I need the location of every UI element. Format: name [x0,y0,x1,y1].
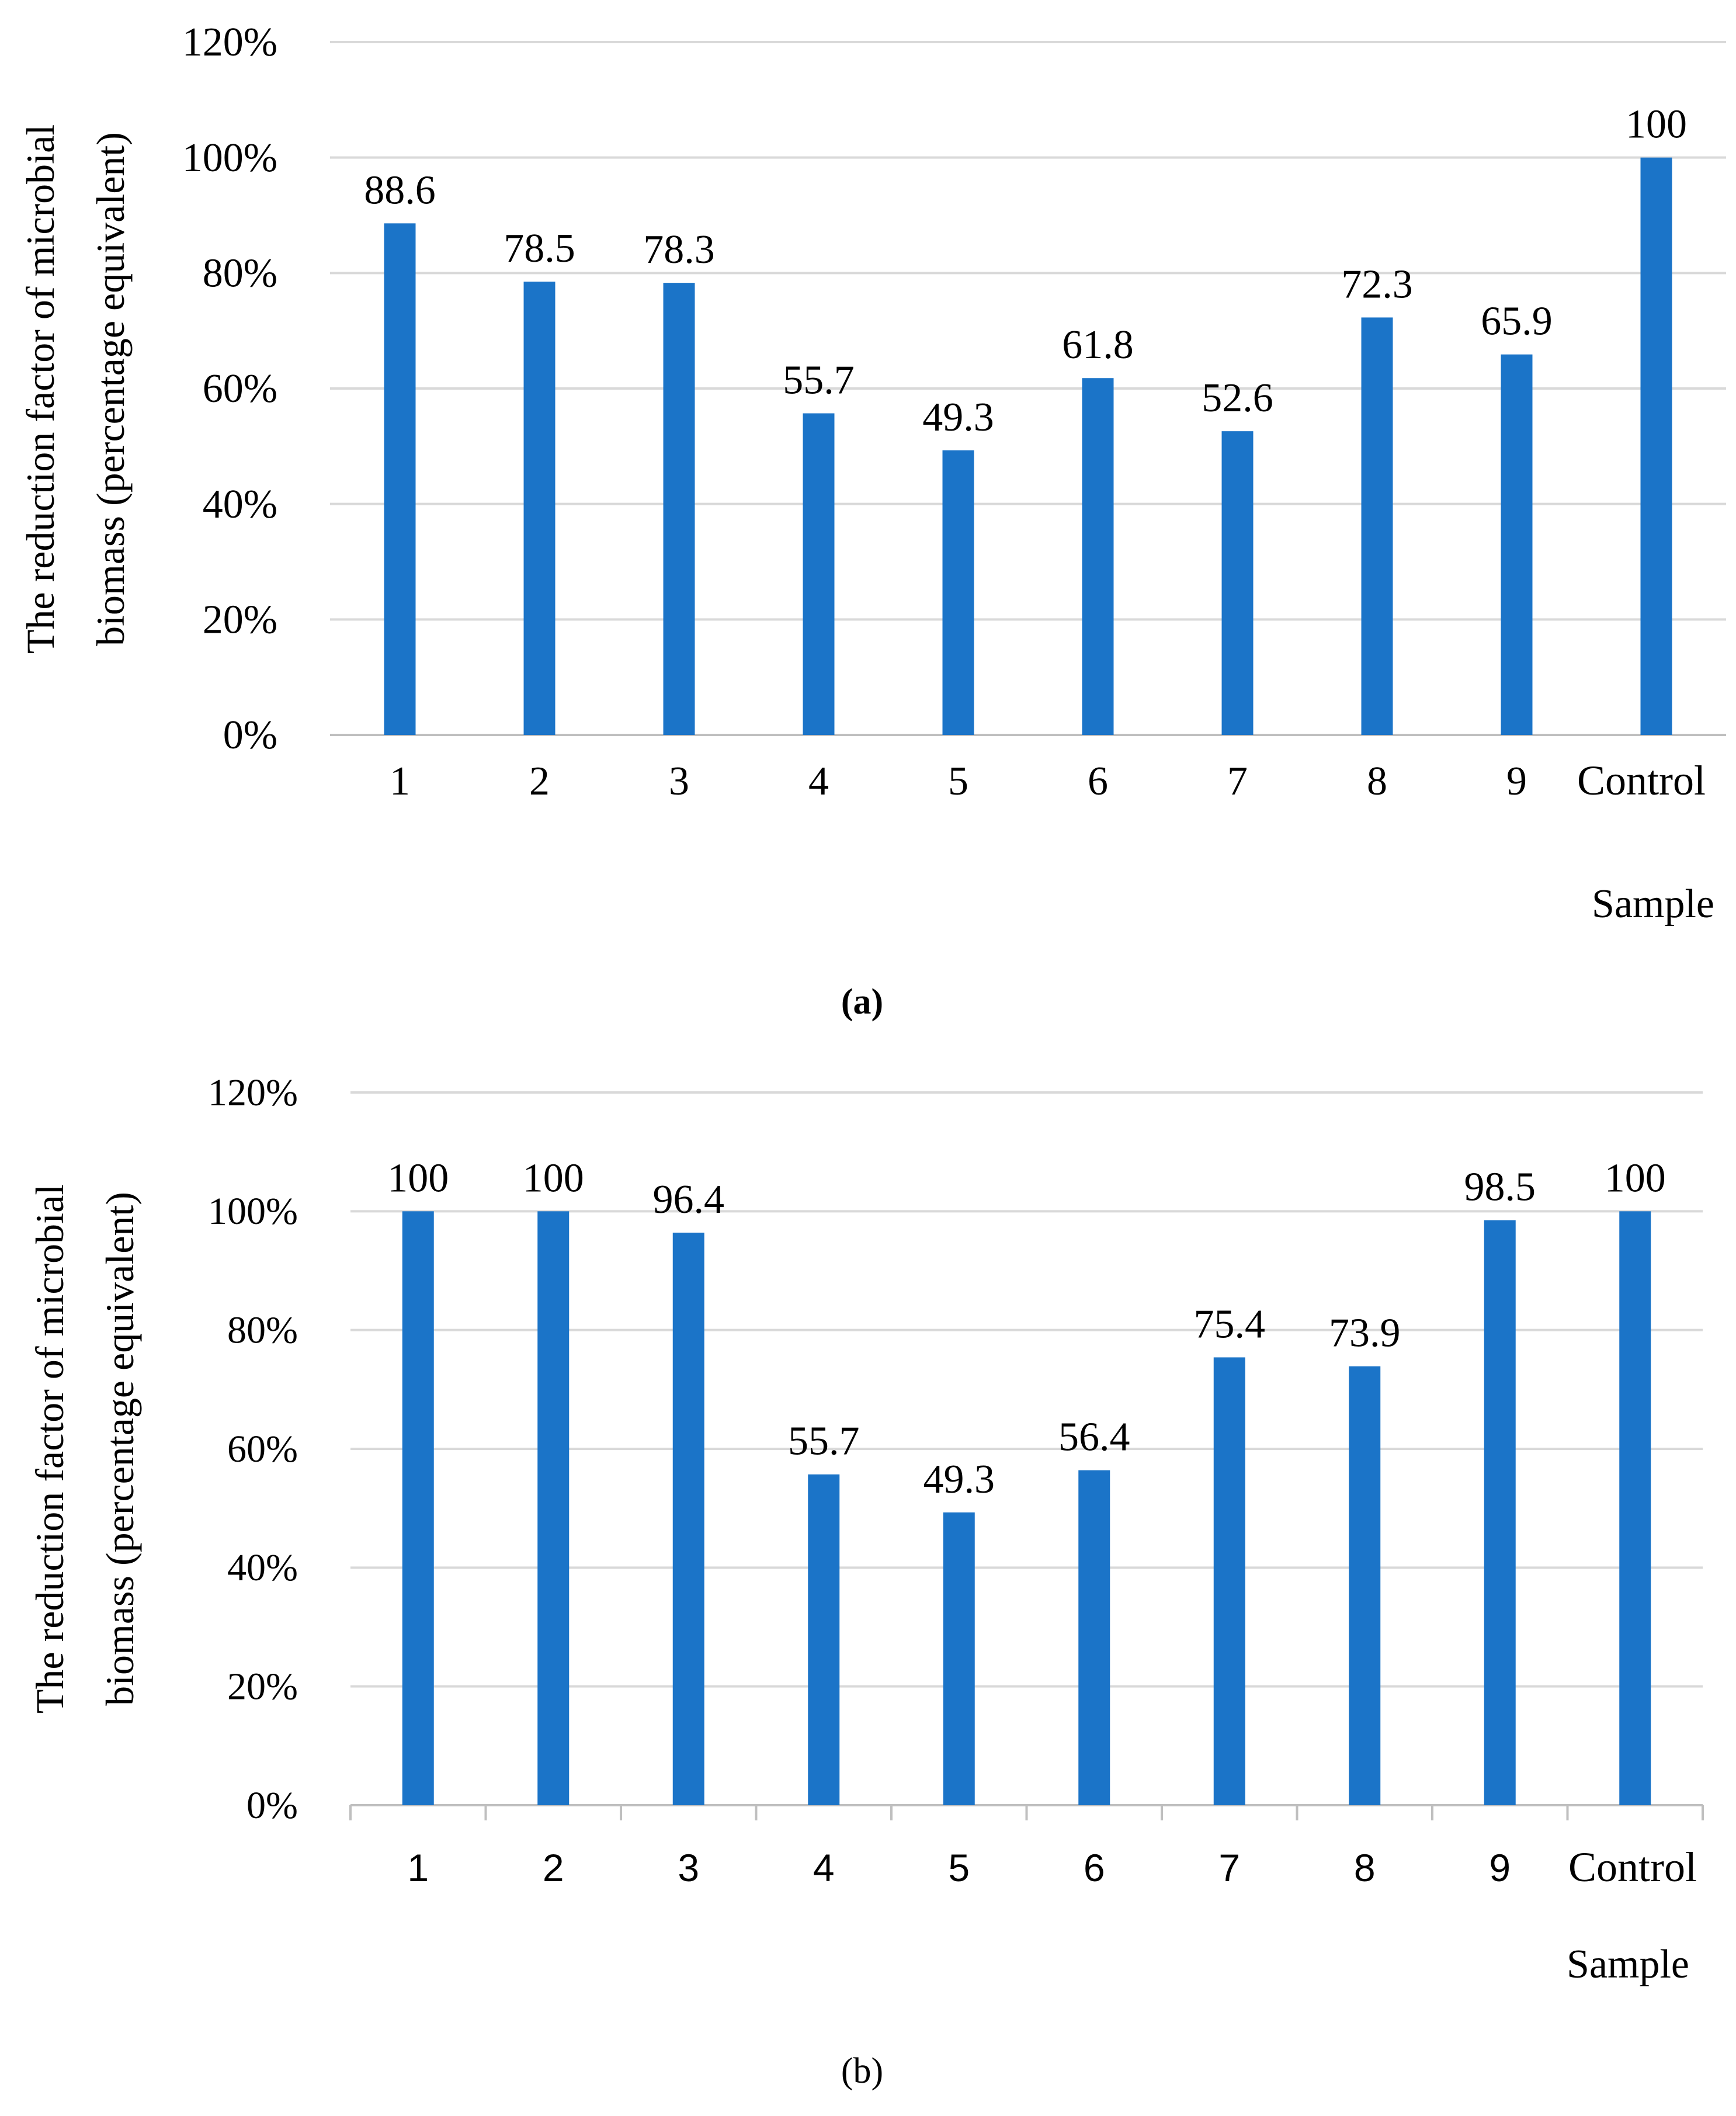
data-label: 65.9 [1481,299,1553,344]
x-tick-label: 6 [1088,759,1108,804]
data-label: 78.3 [643,227,715,272]
data-label: 73.9 [1329,1311,1401,1356]
y-tick-label: 0% [246,1784,298,1827]
data-label: 55.7 [783,358,855,403]
bar [1501,354,1533,735]
bar [1640,157,1672,736]
x-tick-label: 1 [390,759,410,804]
x-tick-label: 2 [529,759,550,804]
x-tick-label: Control [1577,757,1706,804]
bar [943,1512,975,1805]
y-tick-label: 80% [227,1309,298,1351]
bar [803,413,835,735]
data-label: 72.3 [1341,262,1413,307]
chart-b: 0% 20% 40% 60% 80% 100% 120% 100 1 100 2 96.4 3 55.7 4… [27,1071,1704,1987]
y-tick-label: 80% [203,251,277,296]
data-label: 100 [387,1156,449,1201]
bar [1361,317,1393,735]
bar [1082,378,1114,735]
bar [1221,431,1254,735]
x-tick-label: 9 [1489,1846,1511,1889]
data-label: 98.5 [1464,1165,1536,1210]
y-axis-label: biomass (percentage equivalent) [98,1192,142,1706]
x-tick-label: 3 [678,1846,699,1889]
data-label: 55.7 [788,1419,860,1464]
bar [663,283,695,735]
y-tick-label: 100% [182,136,277,181]
x-axis-label: Sample [1592,882,1714,927]
x-tick-label: 7 [1227,759,1248,804]
x-tick-label: 7 [1218,1846,1240,1889]
x-tick-label: 9 [1506,759,1527,804]
x-tick-label: Control [1568,1844,1697,1890]
bar [942,450,974,735]
bar [537,1211,570,1805]
x-tick-label: 6 [1084,1846,1105,1889]
x-tick-label: 4 [808,759,829,804]
bar [523,282,555,735]
bar [672,1232,704,1805]
y-axis-label: The reduction factor of microbial [18,124,63,654]
data-label: 96.4 [653,1177,725,1222]
data-label: 49.3 [922,395,994,440]
x-tick-label: 8 [1354,1846,1376,1889]
y-tick-label: 60% [203,366,277,411]
data-label: 56.4 [1058,1415,1130,1460]
x-tick-label: 1 [407,1846,429,1889]
data-label: 49.3 [923,1457,995,1502]
y-tick-label: 100% [208,1190,298,1233]
x-axis-label: Sample [1567,1942,1689,1987]
data-label: 78.5 [504,226,575,271]
y-tick-label: 120% [208,1071,298,1114]
x-tick-label: 2 [543,1846,564,1889]
bar [1078,1470,1110,1805]
bar [1619,1211,1651,1805]
bar [402,1211,434,1805]
y-axis-label: The reduction factor of microbial [27,1184,72,1713]
x-tick-label: 5 [948,759,968,804]
y-tick-label: 0% [223,713,277,758]
x-tick-label: 4 [813,1846,835,1889]
bar [808,1474,840,1805]
data-label: 100 [1605,1156,1666,1201]
y-tick-label: 60% [227,1428,298,1470]
y-tick-label: 120% [182,20,277,65]
data-label: 75.4 [1194,1302,1266,1347]
bar [1484,1220,1516,1805]
y-tick-label: 40% [227,1546,298,1589]
data-label: 52.6 [1202,376,1273,421]
data-label: 61.8 [1062,322,1134,367]
data-label: 100 [523,1156,584,1201]
bar [1349,1366,1381,1805]
caption-a: (a) [841,982,883,1022]
x-tick-label: 3 [669,759,689,804]
x-tick-label: 5 [948,1846,970,1889]
bar [384,223,416,735]
caption-b: (b) [841,2051,883,2091]
data-label: 100 [1626,102,1687,147]
bar [1213,1357,1245,1805]
y-axis-label: biomass (percentage equivalent) [88,132,133,646]
y-tick-label: 20% [203,597,277,642]
data-label: 88.6 [364,168,436,213]
chart-a: 0% 20% 40% 60% 80% 100% 120% 88.6 1 78.5 2 78.3 3 55.… [18,20,1726,927]
x-tick-label: 8 [1367,759,1387,804]
y-tick-label: 20% [227,1665,298,1708]
y-tick-label: 40% [203,482,277,527]
